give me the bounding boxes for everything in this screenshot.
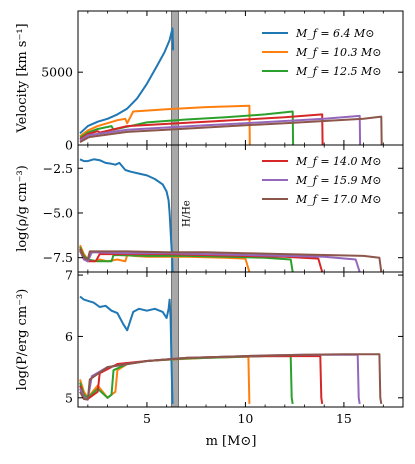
- series-line-pressure-M17.0: [79, 353, 383, 405]
- ticks-layer: 0 5000 −2.5 −5.0 −7.5 5 6 7 5 10 15: [41, 11, 404, 426]
- series-line-velocity-M15.9: [79, 114, 362, 145]
- panel-velocity-series: [79, 27, 383, 145]
- legend-label-top: M_f = 12.5 M⊙: [295, 65, 382, 78]
- y-tick-label-pressure: 5: [65, 390, 73, 405]
- series-layer: [79, 27, 383, 405]
- y-tick-label-velocity: 0: [65, 138, 73, 153]
- legend-label-top: M_f = 6.4 M⊙: [295, 27, 375, 40]
- legend-label-top: M_f = 10.3 M⊙: [295, 46, 382, 59]
- series-line-velocity-M6.4: [79, 27, 175, 135]
- series-line-pressure-M12.5: [79, 355, 294, 405]
- x-tick-label: 15: [336, 411, 352, 426]
- series-line-density-M6.4: [79, 158, 174, 272]
- x-tick-label: 5: [143, 411, 151, 426]
- y-tick-label-velocity: 5000: [41, 65, 73, 80]
- series-line-velocity-M14.0: [79, 113, 324, 145]
- series-line-velocity-M12.5: [79, 110, 295, 145]
- y-tick-label-density: −5.0: [43, 205, 73, 220]
- y-axis-labels: Velocity [km s⁻¹] log(ρ/g cm⁻³) log(P/erg …: [15, 23, 30, 390]
- y-axis-label-pressure: log(P/erg cm⁻³): [15, 289, 30, 391]
- series-line-density-M10.3: [79, 244, 251, 272]
- panel-frame-pressure: [77, 271, 404, 408]
- legend-label-middle: M_f = 14.0 M⊙: [295, 155, 382, 168]
- legends-layer: M_f = 6.4 M⊙ M_f = 10.3 M⊙ M_f = 12.5 M⊙ M_…: [262, 27, 382, 206]
- y-axis-label-density: log(ρ/g cm⁻³): [15, 165, 30, 252]
- hhe-band-layer: [171, 10, 179, 408]
- y-tick-label-pressure: 7: [65, 268, 73, 283]
- y-axis-label-velocity: Velocity [km s⁻¹]: [15, 23, 30, 133]
- panel-pressure-series: [79, 295, 383, 405]
- series-line-pressure-M6.4: [79, 295, 174, 404]
- y-tick-label-density: −7.5: [43, 250, 73, 265]
- series-line-velocity-M10.3: [79, 104, 251, 145]
- x-axis-label: m [M⊙]: [206, 434, 257, 449]
- x-tick-label: 10: [237, 411, 253, 426]
- series-line-pressure-M15.9: [79, 353, 361, 405]
- frames-layer: [77, 10, 404, 408]
- series-line-density-M17.0: [79, 250, 383, 272]
- legend-label-middle: M_f = 17.0 M⊙: [295, 193, 382, 206]
- y-tick-label-pressure: 6: [65, 329, 73, 344]
- y-tick-label-density: −2.5: [43, 161, 73, 176]
- panel-density-series: [79, 158, 383, 272]
- hhe-band: [171, 10, 179, 408]
- series-line-density-M15.9: [79, 250, 361, 272]
- hhe-annotation: H/He: [181, 200, 192, 227]
- series-line-velocity-M17.0: [79, 115, 383, 145]
- legend-label-middle: M_f = 15.9 M⊙: [295, 174, 382, 187]
